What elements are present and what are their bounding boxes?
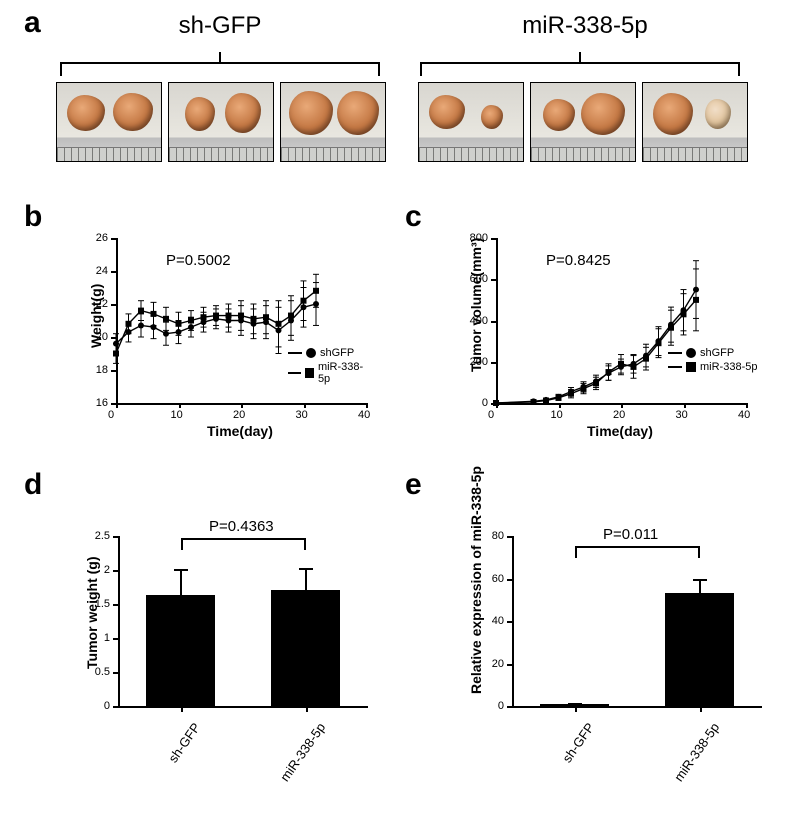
panel-d-chart: 00.511.522.5sh-GFPmiR-338-5pTumor weight…: [70, 500, 370, 820]
tumor-photo: [56, 82, 162, 162]
legend: shGFPmiR-338-5p: [288, 347, 370, 387]
panel-c-label: c: [405, 200, 422, 234]
panel-a-left-bracket: [60, 62, 380, 64]
panel-a-label: a: [24, 6, 41, 40]
panel-a-right-bracket: [420, 62, 740, 64]
panel-a-group-left: sh-GFP: [120, 12, 320, 40]
tumor-photo: [168, 82, 274, 162]
panel-b-label: b: [24, 200, 42, 234]
panel-a-left-photos: [56, 82, 386, 162]
tumor-photo: [642, 82, 748, 162]
panel-a-right-photos: [418, 82, 748, 162]
panel-e-label: e: [405, 468, 422, 502]
panel-e-chart: 020406080sh-GFPmiR-338-5pRelative expres…: [450, 500, 770, 820]
tumor-photo: [530, 82, 636, 162]
tumor-photo: [280, 82, 386, 162]
tumor-photo: [418, 82, 524, 162]
legend: shGFPmiR-338-5p: [668, 347, 757, 375]
panel-c-chart: 0200400600800010203040Tumor volume(mm³)T…: [460, 232, 760, 442]
panel-a-group-right: miR-338-5p: [470, 12, 700, 40]
panel-b-chart: 161820222426010203040Weight(g)Time(day)P…: [80, 232, 370, 442]
panel-d-label: d: [24, 468, 42, 502]
